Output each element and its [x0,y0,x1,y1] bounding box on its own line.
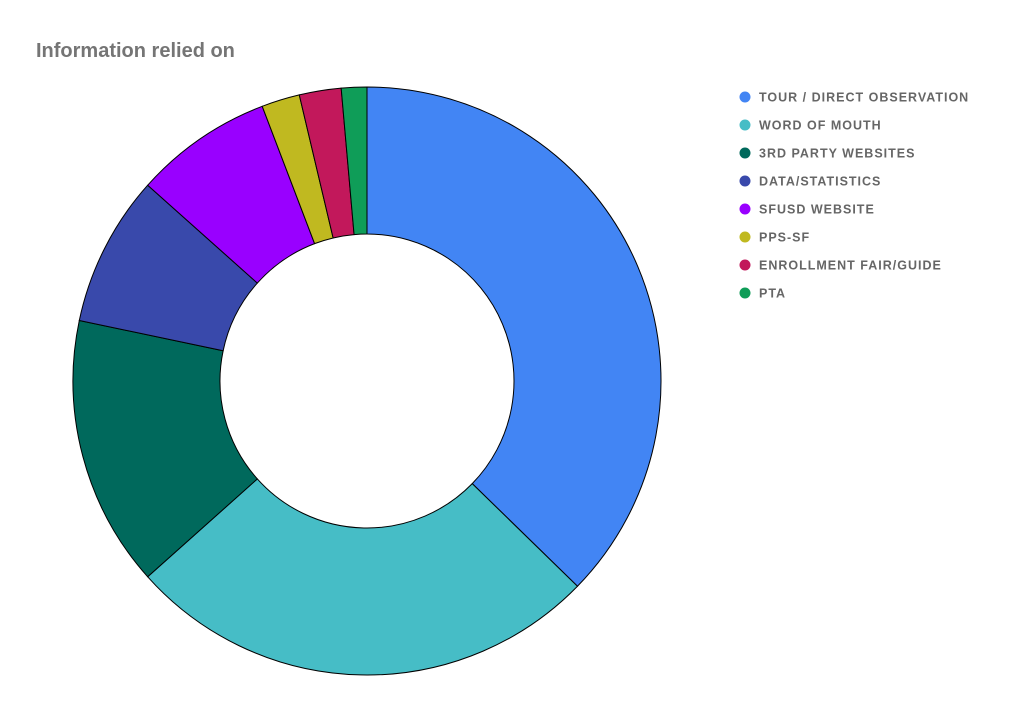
legend-marker [739,231,751,243]
legend-label: ENROLLMENT FAIR/GUIDE [759,258,942,272]
legend-marker [739,91,751,103]
legend-label: 3RD PARTY WEBSITES [759,146,915,160]
legend-label: SFUSD WEBSITE [759,202,875,216]
legend-marker [739,175,751,187]
legend-label: TOUR / DIRECT OBSERVATION [759,90,969,104]
pie-slice [72,319,259,578]
legend-marker [739,203,751,215]
legend-label: WORD OF MOUTH [759,118,882,132]
pie-slice [366,86,662,587]
legend-marker [739,287,751,299]
pie-slice [340,86,368,236]
legend-label: PTA [759,286,786,300]
pie-slice [146,478,579,676]
legend-marker [739,259,751,271]
legend-marker [739,147,751,159]
chart-title: Information relied on [36,40,235,62]
legend-label: DATA/STATISTICS [759,174,881,188]
legend-marker [739,119,751,131]
legend-label: PPS-SF [759,230,810,244]
